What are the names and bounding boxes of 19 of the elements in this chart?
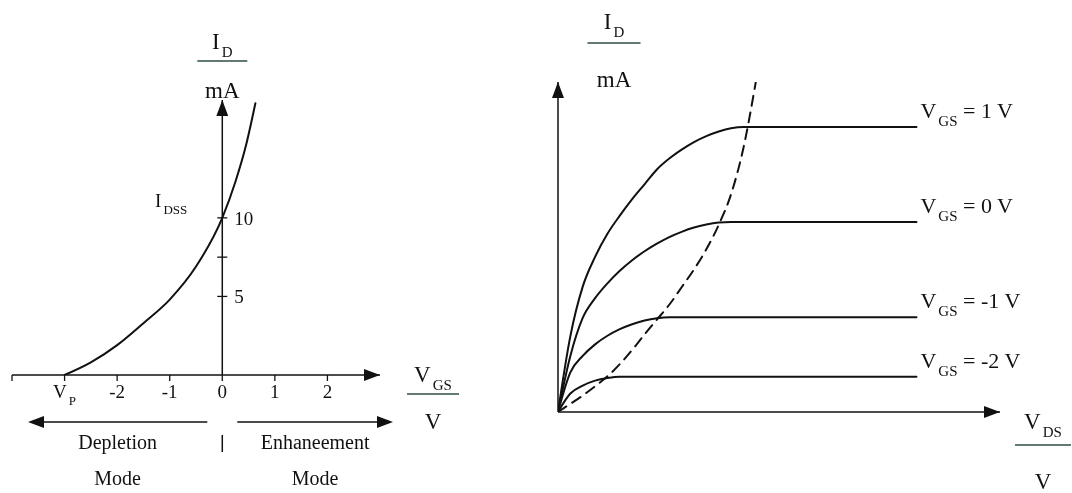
series-label: V$_{GS}$ = 0 V	[920, 192, 1014, 224]
text: I$_{D}$ mA	[596, 9, 632, 92]
series-label: V$_{GS}$ = -2 V	[920, 347, 1021, 379]
series-label: V$_{GS}$ = -1 V	[920, 288, 1021, 320]
text: V$_{DS}$ V	[1024, 409, 1062, 493]
x-tick-label: V$_{P}$	[53, 381, 77, 408]
series-label: V$_{GS}$ = 1 V	[920, 97, 1014, 129]
y-tick-label: 10	[234, 207, 254, 229]
x-axis-title: V$_{GS}$ V	[414, 362, 452, 434]
x-tick-label: -1	[161, 381, 178, 402]
text: Enhaneement Mode	[260, 431, 370, 489]
x-tick-label: -2	[109, 381, 126, 402]
x-tick-label: 0	[217, 381, 228, 402]
text: I$_{D}$ mA	[205, 29, 240, 103]
text: Depletion Mode	[78, 431, 158, 489]
y-tick-label: 5	[234, 286, 244, 308]
x-tick-label: 1	[270, 381, 280, 402]
annotation: I$_{DSS}$	[155, 189, 188, 217]
x-tick-label: 2	[322, 381, 333, 402]
